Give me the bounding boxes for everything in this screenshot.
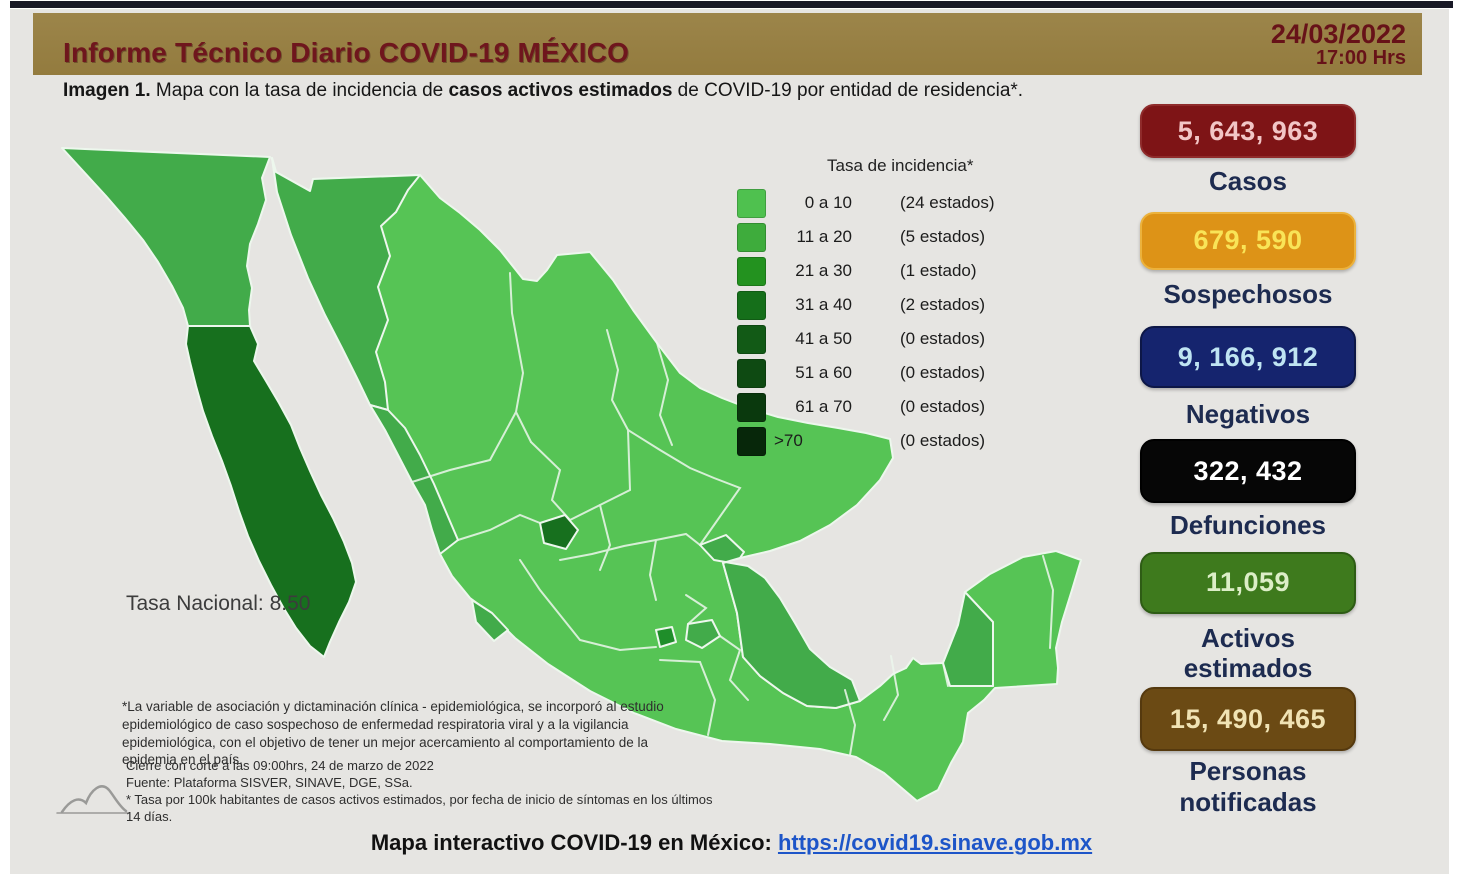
legend-swatch bbox=[737, 324, 766, 354]
stats-column: 5, 643, 963 Casos 679, 590 Sospechosos 9… bbox=[1128, 104, 1368, 817]
report-time: 17:00 Hrs bbox=[1315, 47, 1406, 69]
activos-estimados-badge: 11,059 bbox=[1140, 551, 1356, 614]
legend-swatch bbox=[737, 358, 766, 388]
legend-swatch bbox=[737, 392, 766, 422]
negativos-label: Negativos bbox=[1185, 399, 1311, 430]
figure-caption-label: Imagen 1. bbox=[63, 80, 151, 101]
legend-row: 11 a 20 (5 estados) bbox=[737, 220, 1067, 254]
footnote-fuente: Fuente: Plataforma SISVER, SINAVE, DGE, … bbox=[126, 774, 413, 790]
legend-row: 31 a 40 (2 estados) bbox=[737, 288, 1067, 322]
legend-row: 51 a 60 (0 estados) bbox=[737, 356, 1067, 390]
legend-row: 21 a 30 (1 estado) bbox=[737, 254, 1067, 288]
legend-swatch bbox=[737, 290, 766, 320]
footer-label: Mapa interactivo COVID-19 en México: bbox=[370, 830, 778, 855]
legend-swatch bbox=[737, 222, 766, 252]
legend-swatch bbox=[737, 426, 766, 456]
casos-label: Casos bbox=[1208, 166, 1288, 196]
footnote-paragraph: *La variable de asociación y dictaminaci… bbox=[122, 699, 664, 768]
sospechosos-badge: 679, 590 bbox=[1140, 211, 1356, 270]
legend-swatch bbox=[737, 256, 766, 286]
negativos-badge: 9, 166, 912 bbox=[1140, 326, 1356, 389]
defunciones-badge: 322, 432 bbox=[1140, 439, 1356, 504]
footnote-source: Cierre con corte a las 09:00hrs, 24 de m… bbox=[126, 758, 726, 826]
sospechosos-label: Sospechosos bbox=[1163, 278, 1333, 309]
legend-row: >70 (0 estados) bbox=[737, 424, 1067, 458]
personas-notificadas-label: Personas notificadas bbox=[1179, 756, 1317, 817]
report-datetime: 24/03/2022 17:00 Hrs bbox=[1271, 16, 1422, 75]
header-bar: Informe Técnico Diario COVID-19 MÉXICO 2… bbox=[33, 13, 1422, 75]
legend-row: 0 a 10 (24 estados) bbox=[737, 186, 1067, 220]
casos-badge: 5, 643, 963 bbox=[1140, 104, 1356, 158]
incidence-legend: Tasa de incidencia* 0 a 10 (24 estados) … bbox=[737, 156, 1067, 458]
personas-notificadas-badge: 15, 490, 465 bbox=[1140, 687, 1356, 752]
defunciones-label: Defunciones bbox=[1169, 510, 1327, 541]
page-title: Informe Técnico Diario COVID-19 MÉXICO bbox=[63, 37, 630, 68]
activos-estimados-label: Activos estimados bbox=[1183, 622, 1313, 684]
sinave-map-link[interactable]: https://covid19.sinave.gob.mx bbox=[777, 830, 1093, 855]
legend-title: Tasa de incidencia* bbox=[827, 156, 974, 175]
legend-swatch bbox=[737, 188, 766, 218]
footnote-cutoff: Cierre con corte a las 09:00hrs, 24 de m… bbox=[126, 758, 434, 773]
legend-row: 41 a 50 (0 estados) bbox=[737, 322, 1067, 356]
national-rate-label: Tasa Nacional: 8.50 bbox=[126, 592, 311, 615]
figure-caption: Imagen 1. Mapa con la tasa de incidencia… bbox=[63, 80, 1024, 101]
footnote-rate-def: * Tasa por 100k habitantes de casos acti… bbox=[126, 791, 713, 824]
top-border-bar bbox=[10, 1, 1453, 8]
report-date: 24/03/2022 bbox=[1270, 18, 1406, 49]
footer: Mapa interactivo COVID-19 en México: htt… bbox=[0, 830, 1463, 856]
legend-row: 61 a 70 (0 estados) bbox=[737, 390, 1067, 424]
